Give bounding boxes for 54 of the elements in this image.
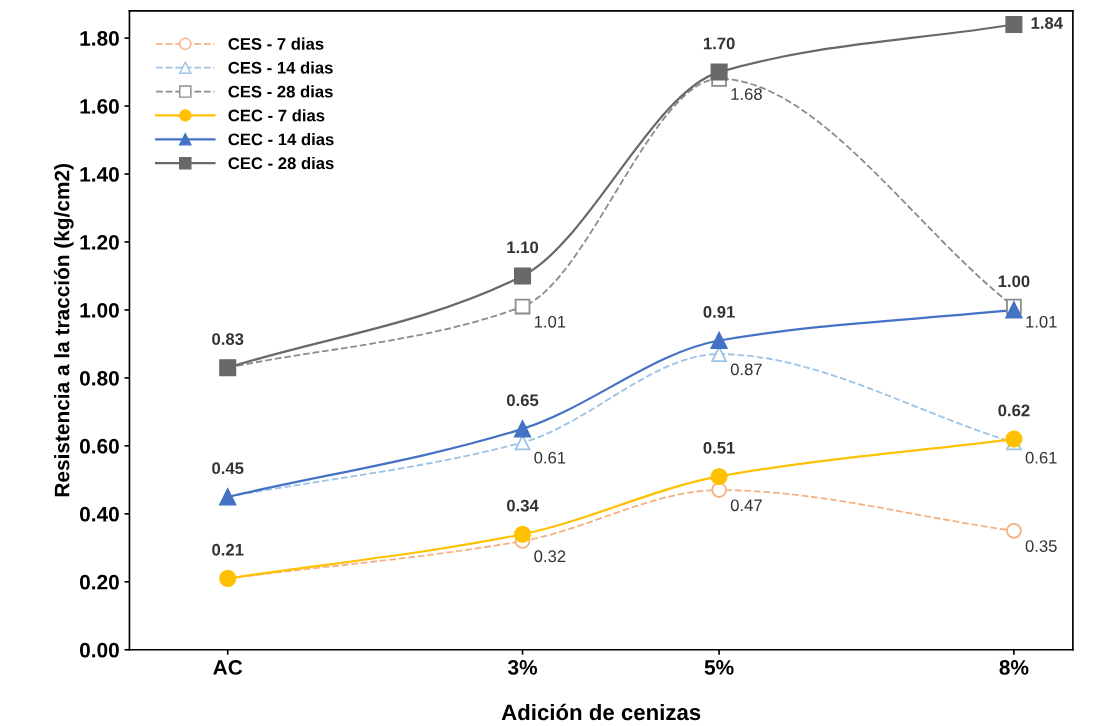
data-label: 0.47	[730, 499, 762, 512]
legend-label: CEC - 14 dias	[228, 133, 334, 146]
data-label: 1.10	[507, 241, 539, 254]
data-label: 0.87	[730, 363, 762, 376]
legend-label: CES - 28 dias	[228, 85, 333, 98]
legend-label: CES - 14 dias	[228, 61, 333, 74]
y-tick-label: 0.00	[80, 642, 119, 658]
point	[710, 467, 728, 486]
data-label: 0.91	[703, 305, 735, 318]
data-label: 0.35	[1025, 540, 1057, 552]
point	[513, 420, 532, 438]
data-label: 0.32	[534, 550, 566, 563]
data-label: 0.45	[212, 462, 244, 475]
data-label: 0.65	[506, 394, 539, 407]
data-label: 0.21	[212, 543, 244, 556]
point	[1006, 522, 1022, 539]
point	[1005, 15, 1023, 34]
x-tick-label: AC	[213, 660, 243, 675]
x-tick-label: 3%	[507, 660, 538, 675]
y-tick-label: 0.60	[80, 438, 119, 454]
y-tick-label: 0.80	[80, 370, 119, 386]
y-tick-label: 1.00	[80, 302, 119, 318]
y-axis-title: Resistencia a la tracción (kg/cm2)	[53, 164, 74, 497]
y-tick-label: 1.60	[80, 99, 119, 114]
y-tick-label: 0.40	[80, 506, 119, 522]
y-tick-label: 1.80	[80, 31, 119, 46]
data-label: 1.70	[703, 37, 735, 50]
point	[513, 525, 532, 543]
data-label: 0.61	[1025, 451, 1057, 464]
y-tick-label: 1.20	[80, 234, 119, 250]
data-label: 1.84	[1031, 17, 1063, 29]
data-label: 0.51	[703, 441, 735, 454]
data-label: 1.01	[1026, 315, 1057, 328]
x-axis-title: Adición de cenizas	[501, 703, 701, 721]
point	[514, 298, 531, 315]
data-label: 1.01	[534, 315, 566, 328]
data-label: 0.83	[212, 333, 244, 345]
data-label: 1.68	[731, 88, 762, 100]
data-label: 0.61	[534, 451, 566, 464]
y-tick-label: 1.40	[80, 167, 119, 182]
point	[513, 267, 532, 285]
x-tick-label: 8%	[999, 660, 1029, 675]
point	[711, 482, 727, 498]
point	[710, 63, 728, 81]
point	[1005, 301, 1023, 319]
x-tick-label: 5%	[704, 660, 734, 675]
legend-label: CES - 7 dias	[228, 37, 324, 50]
point	[710, 331, 728, 350]
legend-label: CEC - 28 dias	[228, 156, 334, 170]
legend-label: CEC - 7 dias	[228, 109, 325, 122]
data-label: 0.62	[998, 404, 1030, 417]
data-label: 0.34	[506, 499, 539, 512]
data-label: 1.00	[998, 275, 1030, 288]
y-tick-label: 0.20	[80, 574, 119, 590]
